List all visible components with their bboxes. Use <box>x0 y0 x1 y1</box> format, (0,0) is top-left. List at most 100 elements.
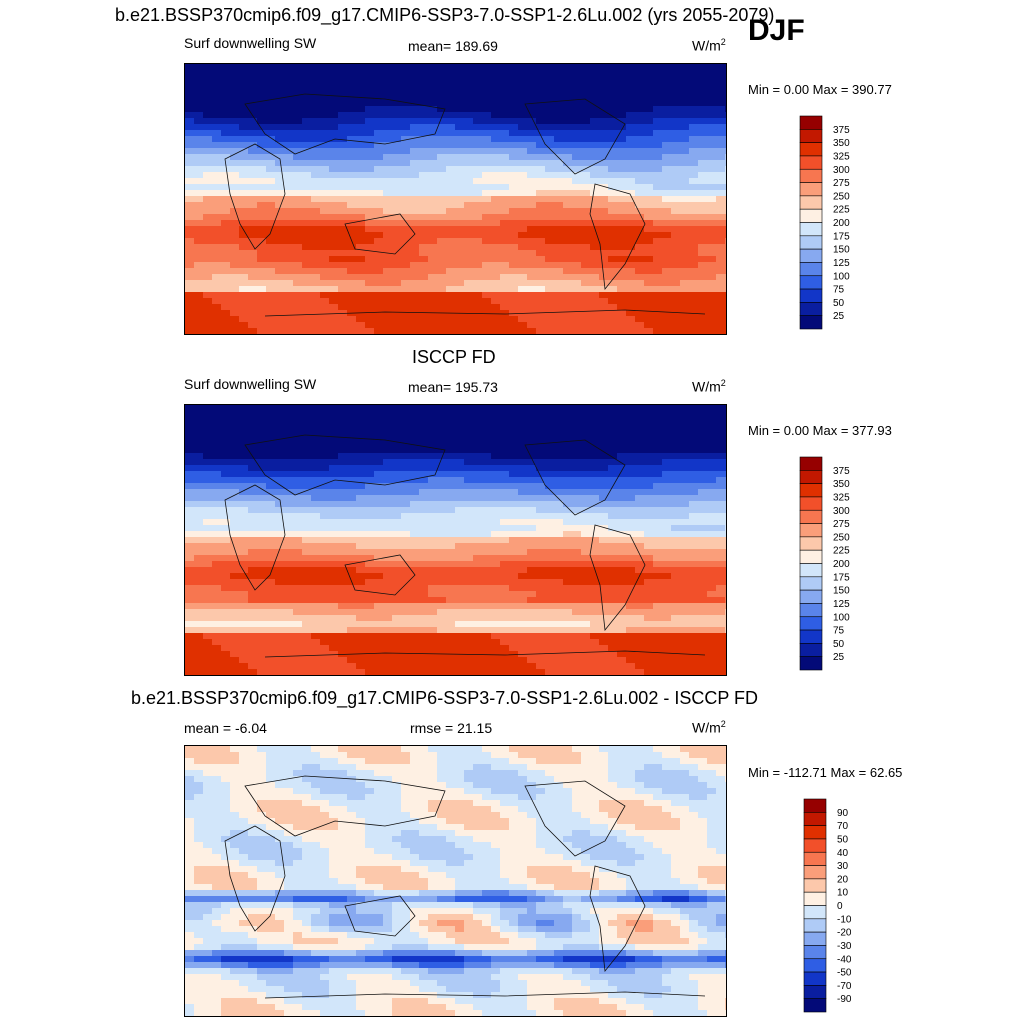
colorbar-swatch <box>803 798 827 813</box>
colorbar-tick-label: 350 <box>833 479 850 490</box>
colorbar-swatch <box>799 523 823 538</box>
colorbar-tick-label: -10 <box>837 914 852 925</box>
colorbar-swatch <box>803 998 827 1013</box>
colorbar-swatch <box>799 288 823 303</box>
coastline-outline <box>244 775 446 837</box>
colorbar-tick-label: 200 <box>833 218 850 229</box>
coastline-outline <box>264 309 706 317</box>
colorbar-tick-label: 150 <box>833 586 850 597</box>
coastline-outline <box>224 825 286 932</box>
colorbar-swatch <box>799 656 823 671</box>
colorbar-tick-label: 325 <box>833 151 850 162</box>
colorbar-swatch <box>799 496 823 511</box>
colorbar-tick-label: -40 <box>837 954 852 965</box>
colorbar-swatch <box>799 536 823 551</box>
colorbar-tick-label: 250 <box>833 532 850 543</box>
colorbar-swatch <box>803 945 827 960</box>
colorbar-tick-label: -50 <box>837 968 852 979</box>
coastline-outline <box>344 213 416 255</box>
panel1-mean-label: mean= 189.69 <box>408 38 498 54</box>
colorbar-tick-label: 125 <box>833 599 850 610</box>
colorbar-tick-label: -70 <box>837 981 852 992</box>
colorbar-tick-label: 300 <box>833 165 850 176</box>
colorbar-swatch <box>799 235 823 250</box>
panel2-minmax: Min = 0.00 Max = 377.93 <box>748 423 892 438</box>
panel1-map <box>184 63 727 335</box>
colorbar-tick-label: 175 <box>833 231 850 242</box>
colorbar-swatch <box>799 262 823 277</box>
panel3-map <box>184 745 727 1017</box>
panel1-left-label: Surf downwelling SW <box>184 35 317 51</box>
colorbar-swatch <box>799 182 823 197</box>
colorbar-swatch <box>803 851 827 866</box>
colorbar-swatch <box>803 931 827 946</box>
colorbar-tick-label: 0 <box>837 901 843 912</box>
coastline-outline <box>589 183 646 291</box>
colorbar-swatch <box>799 643 823 657</box>
colorbar-swatch <box>799 509 823 524</box>
colorbar-swatch <box>803 825 827 840</box>
colorbar-tick-label: 325 <box>833 492 850 503</box>
colorbar-tick-label: 70 <box>837 821 849 832</box>
colorbar-swatch <box>799 563 823 578</box>
panel3-field <box>185 746 726 1016</box>
panel2-units: W/m2 <box>692 378 726 395</box>
coastline-outline <box>524 780 626 857</box>
colorbar-tick-label: 20 <box>837 874 849 885</box>
colorbar-tick-label: -30 <box>837 941 852 952</box>
panel1-minmax: Min = 0.00 Max = 390.77 <box>748 82 892 97</box>
panel3-units: W/m2 <box>692 719 726 736</box>
panel1-units: W/m2 <box>692 37 726 54</box>
colorbar-swatch <box>799 629 823 644</box>
coastline-outline <box>264 991 706 999</box>
colorbar-swatch <box>799 168 823 183</box>
panel2-mean-label: mean= 195.73 <box>408 379 498 395</box>
colorbar-tick-label: 175 <box>833 572 850 583</box>
colorbar-swatch <box>799 603 823 618</box>
panel3-colorbar: 90 70 50 40 30 20 10 0 -10 -20 -30 -40 -50 -70 -90 <box>803 798 884 1013</box>
coastline-outline <box>589 524 646 632</box>
coastline-outline <box>344 554 416 596</box>
colorbar-tick-label: 200 <box>833 559 850 570</box>
colorbar-tick-label: 250 <box>833 191 850 202</box>
panel2-map <box>184 404 727 676</box>
colorbar-swatch <box>799 456 823 471</box>
colorbar-tick-label: 375 <box>833 125 850 136</box>
colorbar-tick-label: 100 <box>833 271 850 282</box>
colorbar-tick-label: 25 <box>833 652 845 663</box>
colorbar-tick-label: 10 <box>837 888 849 899</box>
colorbar-swatch <box>799 142 823 157</box>
season-label: DJF <box>748 14 805 47</box>
top-title: b.e21.BSSP370cmip6.f09_g17.CMIP6-SSP3-7.… <box>115 5 775 25</box>
panel3-mean-label: mean = -6.04 <box>184 720 267 736</box>
coastline-outline <box>244 434 446 496</box>
colorbar-tick-label: 50 <box>833 298 845 309</box>
colorbar-swatch <box>799 129 823 143</box>
colorbar-swatch <box>803 812 827 826</box>
colorbar-swatch <box>803 905 827 920</box>
colorbar-swatch <box>803 878 827 893</box>
coastline-outline <box>224 484 286 591</box>
colorbar-tick-label: 275 <box>833 178 850 189</box>
colorbar-tick-label: -90 <box>837 994 852 1005</box>
coastline-outline <box>264 650 706 658</box>
panel2-colorbar: 375 350 325 300 275 250 225 200 175 150 125 100 75 50… <box>799 456 880 671</box>
colorbar-tick-label: 275 <box>833 519 850 530</box>
colorbar-swatch <box>799 222 823 237</box>
colorbar-swatch <box>799 208 823 223</box>
colorbar-swatch <box>799 549 823 564</box>
colorbar-tick-label: 50 <box>837 834 849 845</box>
coastline-outline <box>524 98 626 175</box>
colorbar-tick-label: 300 <box>833 506 850 517</box>
colorbar-tick-label: 100 <box>833 612 850 623</box>
colorbar-tick-label: 25 <box>833 311 845 322</box>
coastline-outline <box>244 93 446 155</box>
panel3-rmse-label: rmse = 21.15 <box>410 720 493 736</box>
colorbar-tick-label: 225 <box>833 546 850 557</box>
colorbar-swatch <box>803 985 827 999</box>
colorbar-tick-label: 40 <box>837 848 849 859</box>
colorbar-tick-label: 90 <box>837 808 849 819</box>
colorbar-swatch <box>799 248 823 263</box>
colorbar-swatch <box>799 616 823 631</box>
coastline-outline <box>344 895 416 937</box>
